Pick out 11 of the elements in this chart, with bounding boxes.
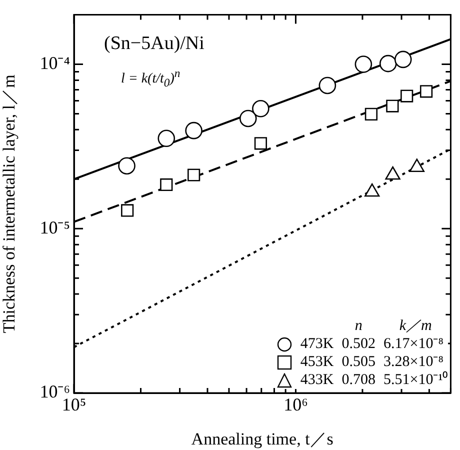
y-tick-label: 10⁻⁴	[40, 53, 70, 74]
legend-label: 453K 0.505 3.28×10⁻⁸	[300, 353, 444, 371]
y-axis-title: Thickness of intermetallic layer, l／m	[0, 74, 19, 334]
text: n k／m	[354, 318, 432, 334]
x-axis-title: Annealing time, t／s	[191, 429, 334, 448]
legend-label: 473K 0.502 6.17×10⁻⁸	[300, 335, 444, 353]
annotation: (Sn−5Au)/Ni	[104, 32, 204, 55]
annotation: l = k(t/t$_{0}$)$^{n}$	[121, 66, 180, 90]
x-tick-label: 10⁶	[284, 394, 308, 415]
legend-label: 433K 0.708 5.51×10⁻¹⁰	[300, 371, 448, 389]
y-tick-label: 10⁻⁵	[40, 217, 70, 238]
